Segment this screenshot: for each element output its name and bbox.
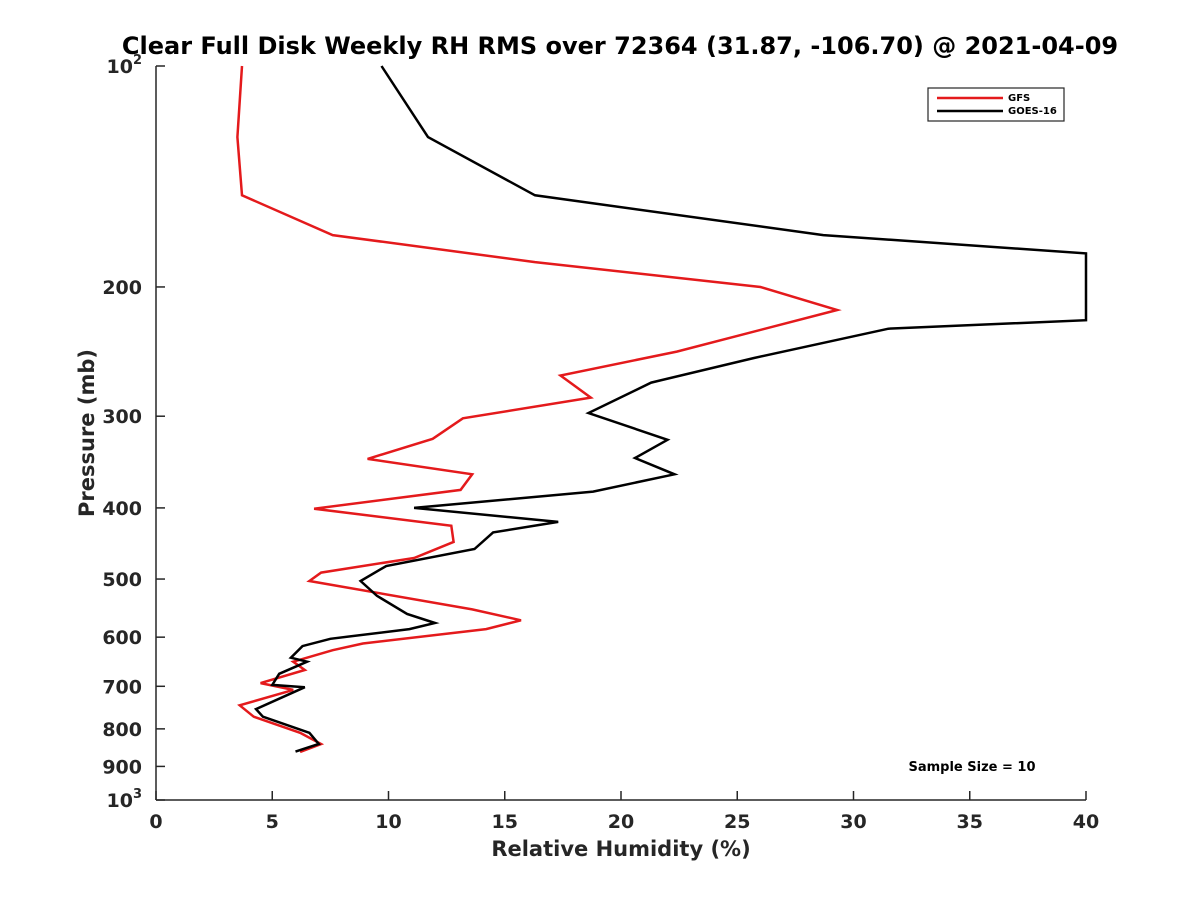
- y-tick-label: 300: [102, 406, 142, 428]
- y-axis-label: Pressure (mb): [75, 349, 99, 517]
- x-tick-label: 20: [608, 811, 634, 833]
- y-tick-label: 102: [107, 53, 143, 78]
- legend-label-gfs: GFS: [1008, 93, 1030, 104]
- x-tick-label: 10: [375, 811, 401, 833]
- series-line-gfs: [236, 65, 842, 754]
- sample-size-annotation: Sample Size = 10: [908, 760, 1035, 775]
- x-tick-label: 15: [492, 811, 518, 833]
- y-tick-label: 500: [102, 569, 142, 591]
- y-ticks: 102 200 300 400 500 600 700 800 900 103: [102, 53, 165, 812]
- y-tick-label: 800: [102, 719, 142, 741]
- x-tick-label: 5: [266, 811, 279, 833]
- x-axis-label: Relative Humidity (%): [491, 837, 750, 861]
- y-tick-label: 700: [102, 676, 142, 698]
- x-tick-label: 40: [1073, 811, 1099, 833]
- legend: GFS GOES-16: [927, 87, 1065, 122]
- legend-label-goes16: GOES-16: [1008, 106, 1057, 117]
- x-tick-label: 0: [149, 811, 162, 833]
- y-tick-label: 103: [107, 787, 143, 812]
- plot-axes: [155, 66, 1086, 801]
- x-tick-label: 30: [840, 811, 866, 833]
- series-layer: [236, 65, 1088, 754]
- chart-title: Clear Full Disk Weekly RH RMS over 72364…: [122, 32, 1118, 60]
- x-ticks: 0 5 10 15 20 25 30 35 40: [149, 791, 1099, 833]
- y-tick-label: 400: [102, 498, 142, 520]
- series-line-goes16: [253, 65, 1088, 753]
- legend-box: [927, 87, 1065, 122]
- y-tick-label: 200: [102, 277, 142, 299]
- y-tick-label: 600: [102, 627, 142, 649]
- x-tick-label: 25: [724, 811, 750, 833]
- y-tick-label: 900: [102, 756, 142, 778]
- x-tick-label: 35: [957, 811, 983, 833]
